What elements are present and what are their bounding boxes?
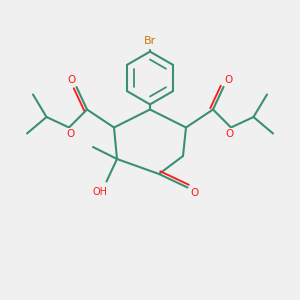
Text: O: O <box>224 75 232 85</box>
Text: O: O <box>190 188 198 198</box>
Text: O: O <box>226 129 234 139</box>
Text: O: O <box>66 129 74 139</box>
Text: O: O <box>68 75 76 85</box>
Text: Br: Br <box>144 36 156 46</box>
Text: OH: OH <box>92 187 107 197</box>
